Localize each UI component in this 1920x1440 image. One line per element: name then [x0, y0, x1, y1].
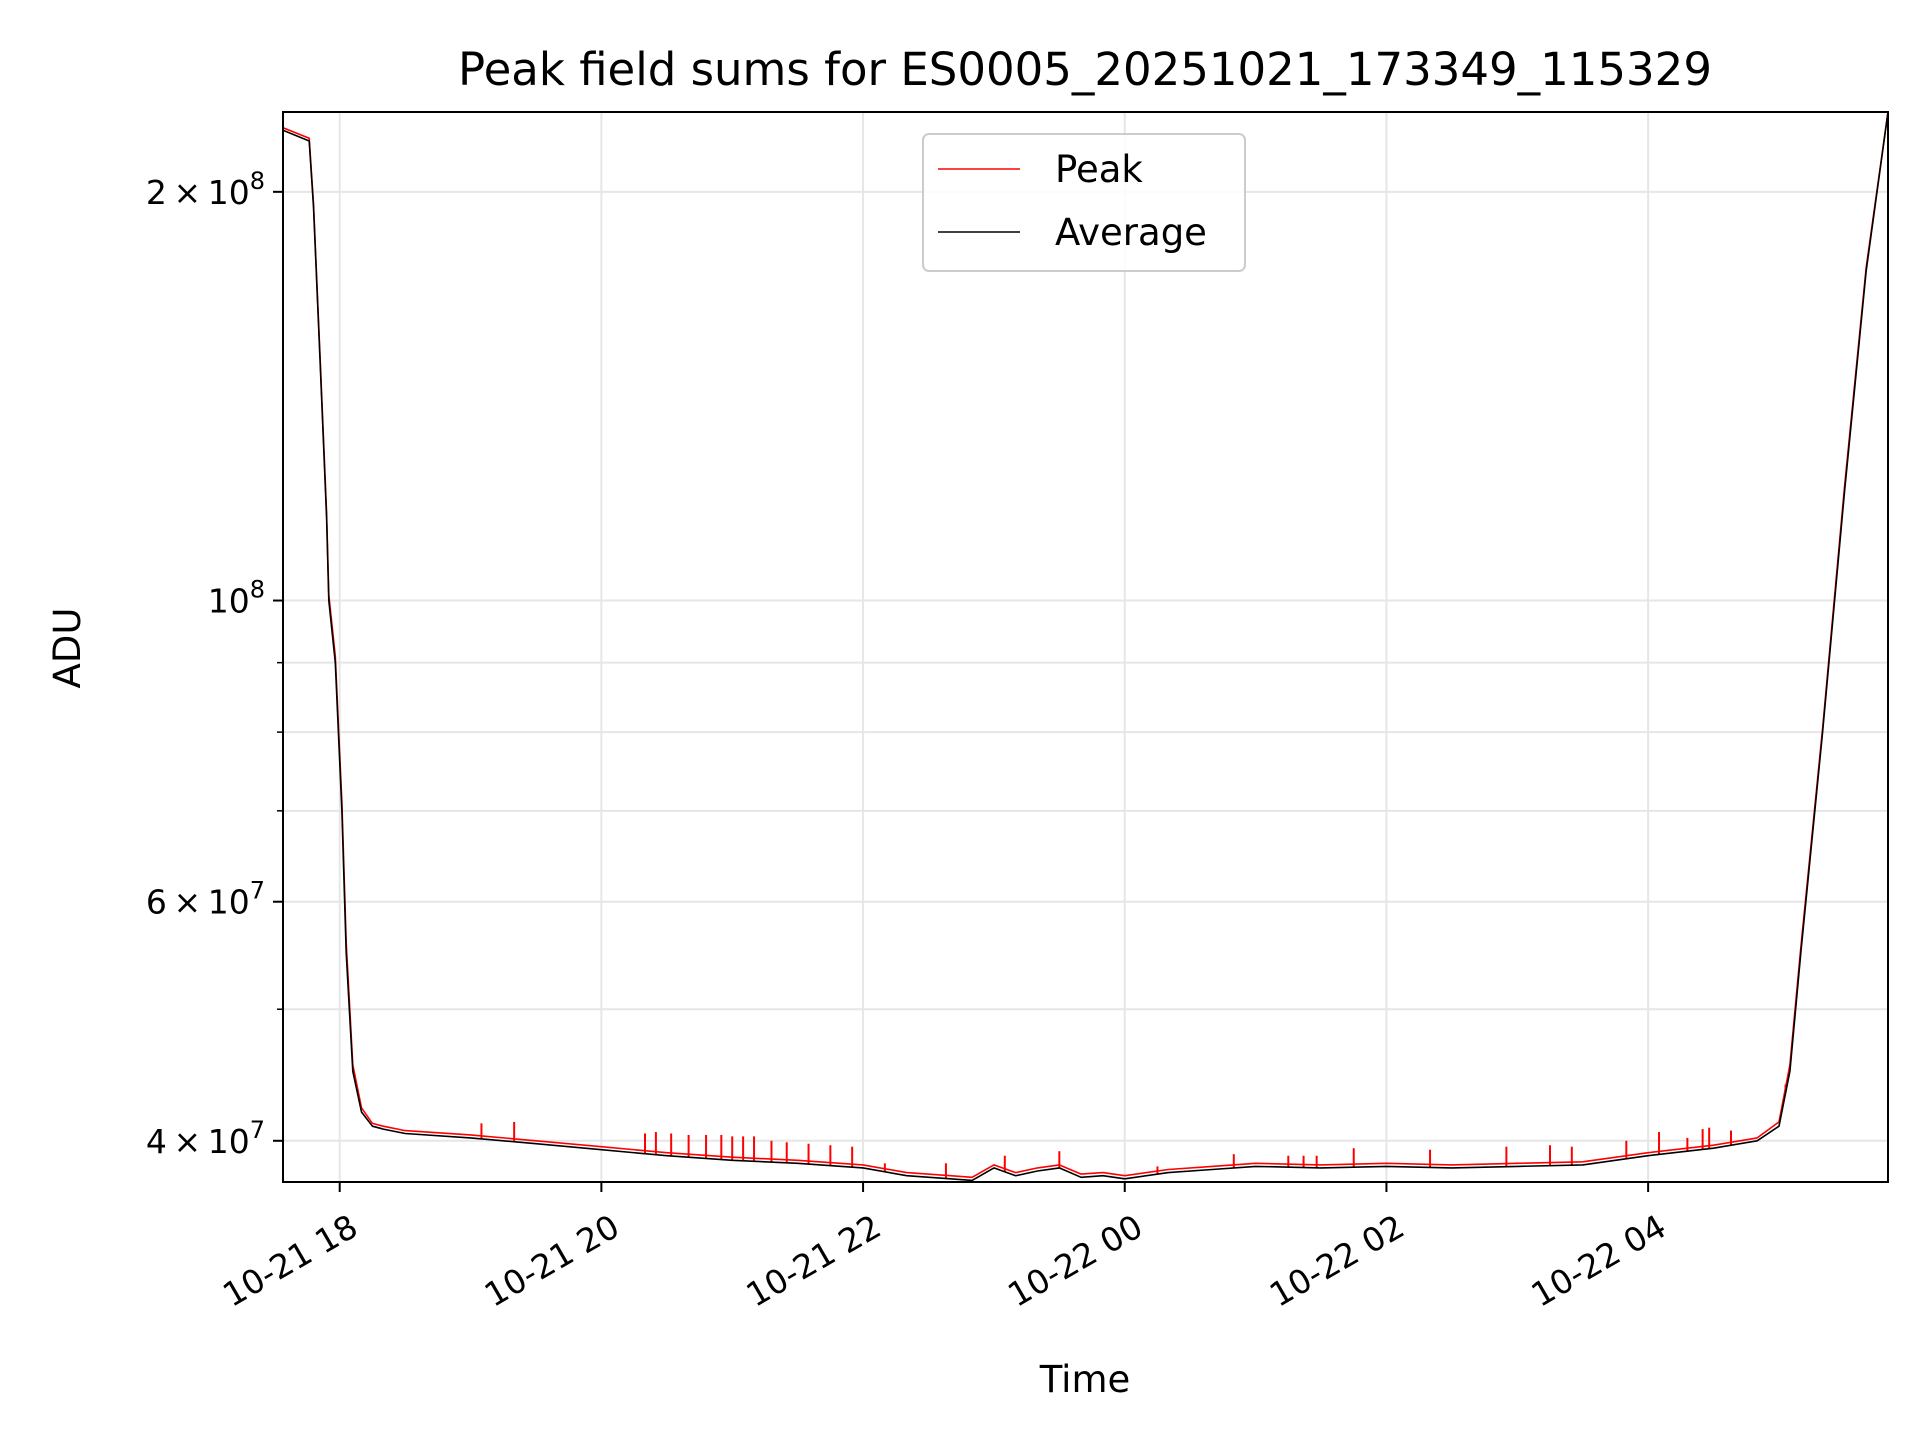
series-layer — [283, 112, 1888, 1182]
plot-frame — [282, 111, 1889, 1183]
y-tick-label: 6 × 107 — [146, 877, 265, 922]
y-tick-label: 2 × 108 — [146, 167, 265, 212]
y-axis: 4 × 107 6 × 107 108 2 × 108 — [146, 167, 283, 1161]
average-series-line — [283, 112, 1888, 1182]
chart-title: Peak field sums for ES0005_20251021_1733… — [458, 43, 1712, 96]
legend-average-label: Average — [1055, 211, 1207, 254]
legend: Peak Average — [922, 133, 1246, 272]
y-tick-label: 108 — [208, 576, 265, 621]
y-axis-label: ADU — [46, 608, 89, 689]
x-axis-label: Time — [1039, 1358, 1131, 1401]
legend-peak-label: Peak — [1055, 148, 1143, 191]
y-tick-label: 4 × 107 — [146, 1116, 265, 1161]
